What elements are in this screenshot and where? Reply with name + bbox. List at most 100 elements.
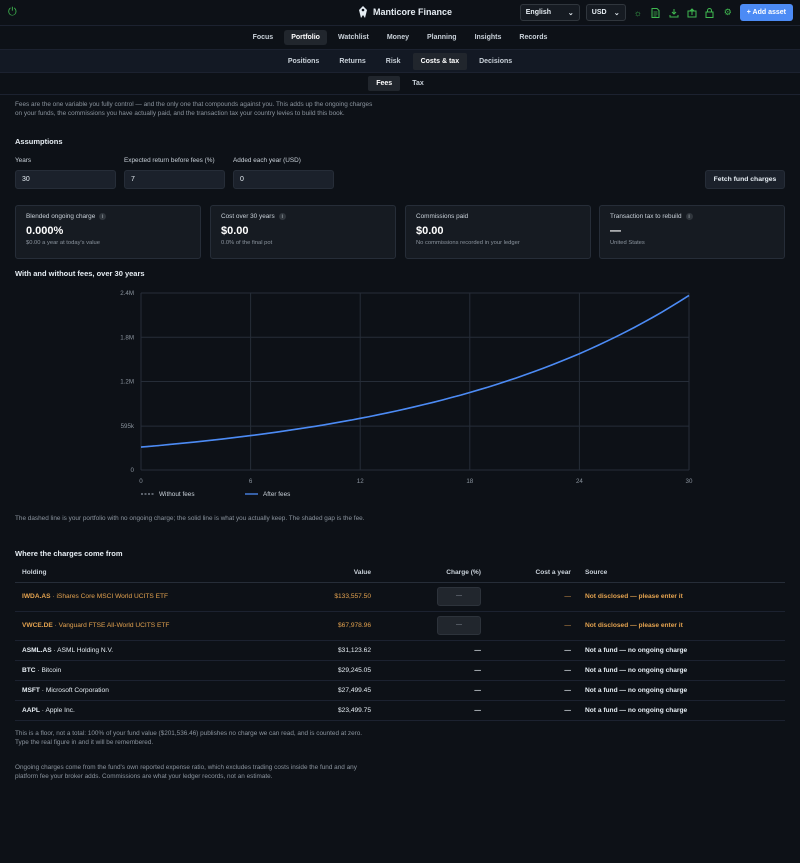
holding-name: iShares Core MSCI World UCITS ETF (56, 593, 169, 600)
x-tick-label: 24 (576, 478, 583, 485)
tab-focus[interactable]: Focus (252, 34, 274, 41)
cost-cell: — (488, 611, 578, 641)
subtab-risk[interactable]: Risk (385, 57, 401, 65)
series-line-after-fees (140, 294, 690, 448)
intro-text: Fees are the one variable you fully cont… (15, 101, 373, 117)
tab-fees[interactable]: Fees (368, 76, 401, 91)
chevron-down-icon: ⌄ (613, 9, 620, 17)
subtab-positions[interactable]: Positions (287, 57, 320, 65)
holding-separator: · (35, 666, 42, 674)
value-cell: $29,245.05 (275, 660, 378, 681)
subtab-costs-tax[interactable]: Costs & tax (412, 52, 468, 70)
x-tick-label: 6 (249, 478, 253, 485)
language-value: English (525, 9, 552, 16)
document-icon[interactable] (650, 7, 662, 19)
holding-separator: · (39, 686, 46, 694)
tab-money[interactable]: Money (386, 34, 409, 41)
info-icon[interactable]: i (99, 213, 107, 220)
holding-cell[interactable]: AAPL · Apple Inc. (15, 700, 275, 721)
col-cost: Cost a year (488, 564, 578, 583)
x-tick-label: 12 (357, 478, 364, 485)
chart-title: With and without fees, over 30 years (15, 269, 145, 278)
source-cell: Not a fund — no ongoing charge (578, 700, 785, 721)
holding-separator: · (39, 706, 46, 714)
currency-select[interactable]: USD ⌄ (585, 4, 626, 21)
card-value: — (610, 225, 621, 237)
col-value: Value (275, 564, 378, 583)
holding-cell[interactable]: BTC · Bitcoin (15, 660, 275, 681)
holding-ticker: ASML.AS (22, 646, 52, 654)
source-cell: Not a fund — no ongoing charge (578, 680, 785, 701)
card-value: $0.00 (221, 225, 249, 237)
gear-icon[interactable]: ⚙ (723, 7, 732, 17)
series-line-without-fees (140, 294, 690, 448)
card-sub: $0.00 a year at today's value (26, 240, 100, 246)
tab-insights[interactable]: Insights (474, 34, 502, 41)
x-tick-label: 18 (466, 478, 473, 485)
holding-cell[interactable]: ASML.AS · ASML Holding N.V. (15, 640, 275, 661)
info-icon[interactable]: i (685, 213, 693, 220)
fetch-fund-charges-button[interactable]: Fetch fund charges (705, 170, 785, 189)
charge-cell: — (378, 700, 488, 721)
download-icon[interactable] (668, 7, 680, 19)
holding-cell[interactable]: MSFT · Microsoft Corporation (15, 680, 275, 701)
holding-separator: · (50, 593, 57, 600)
charge-input[interactable]: — (437, 616, 481, 635)
subtab-decisions[interactable]: Decisions (479, 57, 513, 65)
upload-icon[interactable] (686, 7, 698, 19)
card-title: Blended ongoing charge (26, 213, 96, 220)
lock-icon[interactable] (704, 7, 716, 19)
card-value: $0.00 (416, 225, 444, 237)
add-asset-button[interactable]: + Add asset (739, 4, 793, 21)
value-cell: $31,123.62 (275, 640, 378, 661)
legend-label: After fees (263, 491, 290, 498)
holding-ticker: VWCE.DE (22, 622, 53, 629)
source-cell: Not disclosed — please enter it (578, 582, 785, 612)
language-select[interactable]: English ⌄ (519, 4, 580, 21)
tab-portfolio[interactable]: Portfolio (284, 30, 327, 45)
charges-title: Where the charges come from (15, 549, 123, 558)
card-title: Commissions paid (416, 213, 469, 220)
x-tick-label: 30 (686, 478, 693, 485)
added-label: Added each year (USD) (233, 157, 301, 164)
charge-input[interactable]: — (437, 587, 481, 606)
top-bar: ⏻ Manticore Finance English ⌄ USD ⌄ ☼ ⚙ + … (0, 0, 800, 26)
power-icon[interactable]: ⏻ (8, 6, 17, 18)
sun-icon[interactable]: ☼ (633, 7, 642, 18)
holding-ticker: BTC (22, 666, 36, 674)
y-tick-label: 595k (121, 423, 135, 430)
holding-cell[interactable]: IWDA.AS · iShares Core MSCI World UCITS … (15, 582, 275, 612)
source-cell: Not disclosed — please enter it (578, 611, 785, 641)
footnote-floor: This is a floor, not a total: 100% of yo… (15, 730, 363, 746)
source-cell: Not a fund — no ongoing charge (578, 640, 785, 661)
table-row: IWDA.AS · iShares Core MSCI World UCITS … (15, 582, 785, 612)
value-cell: $67,978.96 (275, 611, 378, 641)
info-icon[interactable]: i (278, 213, 286, 220)
blended-charge-card: Blended ongoing charge i 0.000% $0.00 a y… (15, 205, 201, 259)
holding-cell[interactable]: VWCE.DE · Vanguard FTSE All-World UCITS … (15, 611, 275, 641)
charge-cell: — (378, 680, 488, 701)
assumptions-title: Assumptions (15, 137, 63, 146)
tab-watchlist[interactable]: Watchlist (337, 34, 369, 41)
added-input[interactable]: 0 (233, 170, 334, 189)
tab-records[interactable]: Records (519, 34, 548, 41)
brand: Manticore Finance (358, 6, 452, 18)
value-cell: $23,499.75 (275, 700, 378, 721)
col-holding: Holding (15, 564, 275, 583)
holding-name: Vanguard FTSE All-World UCITS ETF (58, 622, 170, 629)
table-row: AAPL · Apple Inc. $23,499.75— — Not a fund … (15, 700, 785, 721)
tab-planning[interactable]: Planning (427, 34, 457, 41)
card-value: 0.000% (26, 225, 64, 237)
costs-tabs: Fees Tax (0, 73, 800, 95)
holding-separator: · (51, 646, 58, 654)
y-tick-label: 1.2M (120, 379, 134, 386)
years-input[interactable]: 30 (15, 170, 116, 189)
holding-name: Bitcoin (41, 666, 62, 674)
subtab-returns[interactable]: Returns (339, 57, 366, 65)
holding-name: ASML Holding N.V. (57, 646, 114, 654)
holding-ticker: IWDA.AS (22, 593, 51, 600)
return-input[interactable]: 7 (124, 170, 225, 189)
value-cell: $133,557.50 (275, 582, 378, 612)
tab-tax[interactable]: Tax (412, 80, 424, 87)
card-sub: No commissions recorded in your ledger (416, 240, 520, 246)
